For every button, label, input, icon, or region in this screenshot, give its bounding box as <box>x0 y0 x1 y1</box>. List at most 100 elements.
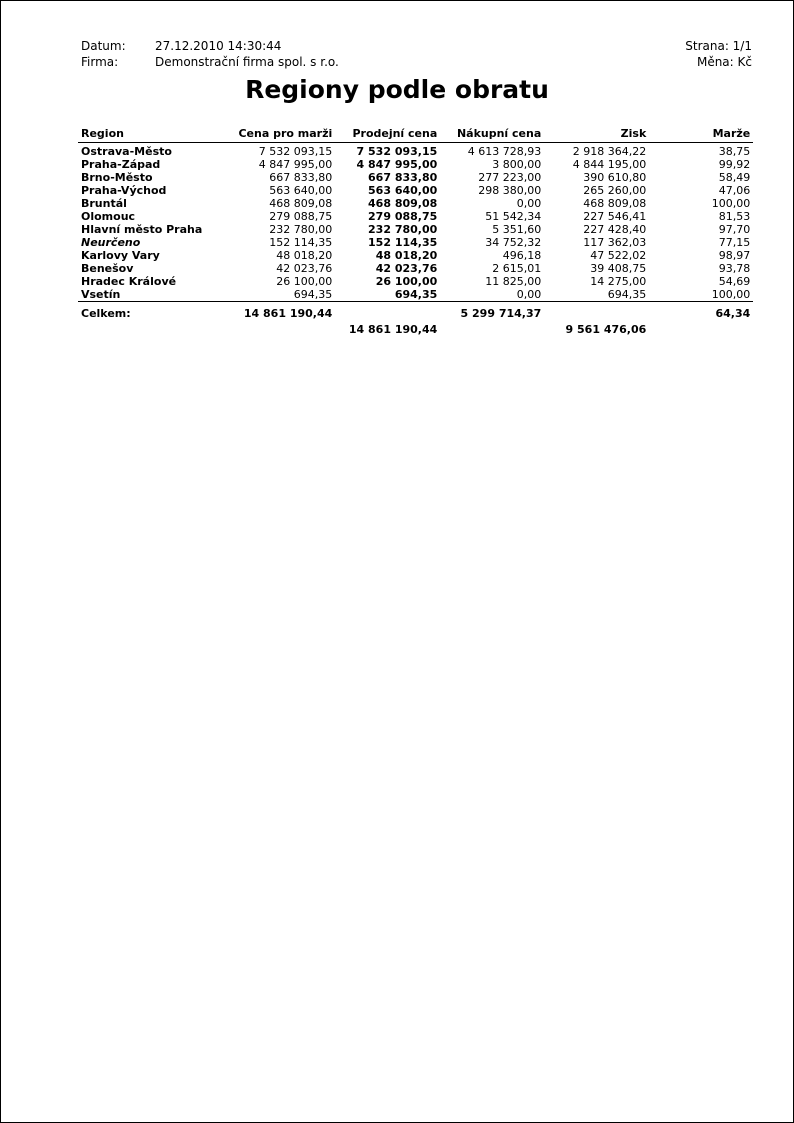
cena-pro-marzi-cell: 694,35 <box>293 288 333 301</box>
total-marze: 64,34 <box>649 301 754 320</box>
empty-cell <box>544 301 650 320</box>
cena-pro-marzi-cell: 279 088,75 <box>269 210 333 223</box>
table-row: Praha-Východ 563 640,00 563 640,00 298 380,… <box>78 184 753 197</box>
region-cell: Vsetín <box>81 288 121 301</box>
total-zisk: 9 561 476,06 <box>565 323 647 336</box>
total-label: Celkem: <box>78 301 206 320</box>
nakupni-cena-cell: 496,18 <box>502 249 542 262</box>
empty-cell <box>335 301 441 320</box>
region-cell: Neurčeno <box>81 236 141 249</box>
nakupni-cena-cell: 3 800,00 <box>492 158 542 171</box>
totals-row: Celkem: 14 861 190,44 5 299 714,37 64,34 <box>78 301 754 320</box>
region-cell: Praha-Západ <box>81 158 161 171</box>
cena-pro-marzi-cell: 468 809,08 <box>269 197 333 210</box>
region-cell: Ostrava-Město <box>81 145 172 158</box>
cena-pro-marzi-cell: 48 018,20 <box>276 249 333 262</box>
prodejni-cena-cell: 42 023,76 <box>375 262 438 275</box>
empty-cell <box>205 320 335 336</box>
region-cell: Benešov <box>81 262 134 275</box>
cena-pro-marzi-cell: 26 100,00 <box>276 275 333 288</box>
nakupni-cena-cell: 4 613 728,93 <box>467 145 542 158</box>
region-cell: Bruntál <box>81 197 127 210</box>
table-row: Hlavní město Praha 232 780,00 232 780,00 5 … <box>78 223 753 236</box>
marze-cell: 47,06 <box>718 184 751 197</box>
nakupni-cena-cell: 34 752,32 <box>485 236 542 249</box>
marze-cell: 99,92 <box>718 158 751 171</box>
empty-cell <box>78 320 205 336</box>
cena-pro-marzi-cell: 563 640,00 <box>269 184 333 197</box>
prodejni-cena-cell: 4 847 995,00 <box>356 158 438 171</box>
total-prodejni-cena: 14 861 190,44 <box>348 323 438 336</box>
marze-cell: 77,15 <box>718 236 751 249</box>
empty-cell <box>440 320 544 336</box>
table-row: Neurčeno 152 114,35 152 114,35 34 752,32 117… <box>78 236 753 249</box>
nakupni-cena-cell: 11 825,00 <box>485 275 542 288</box>
zisk-cell: 39 408,75 <box>590 262 647 275</box>
marze-cell: 54,69 <box>718 275 751 288</box>
zisk-cell: 4 844 195,00 <box>572 158 647 171</box>
cena-pro-marzi-cell: 152 114,35 <box>269 236 333 249</box>
date-label: Datum: <box>81 39 126 53</box>
cena-pro-marzi-cell: 42 023,76 <box>276 262 333 275</box>
marze-cell: 58,49 <box>718 171 751 184</box>
nakupni-cena-cell: 0,00 <box>516 197 542 210</box>
zisk-cell: 227 546,41 <box>583 210 647 223</box>
column-header: Prodejní cena <box>335 127 441 143</box>
table-row: Praha-Západ 4 847 995,00 4 847 995,00 3 800… <box>78 158 753 171</box>
page-number: Strana: 1/1 <box>685 39 752 53</box>
prodejni-cena-cell: 26 100,00 <box>375 275 438 288</box>
firm-value: Demonstrační firma spol. s r.o. <box>155 55 339 69</box>
zisk-cell: 117 362,03 <box>583 236 647 249</box>
nakupni-cena-cell: 0,00 <box>516 288 542 301</box>
zisk-cell: 694,35 <box>607 288 647 301</box>
zisk-cell: 390 610,80 <box>583 171 647 184</box>
nakupni-cena-cell: 2 615,01 <box>492 262 542 275</box>
zisk-cell: 265 260,00 <box>583 184 647 197</box>
firm-label: Firma: <box>81 55 119 69</box>
marze-cell: 100,00 <box>711 197 751 210</box>
marze-cell: 98,97 <box>718 249 751 262</box>
region-cell: Olomouc <box>81 210 136 223</box>
table-row: Ostrava-Město 7 532 093,15 7 532 093,15 4 6… <box>78 143 753 159</box>
zisk-cell: 468 809,08 <box>583 197 647 210</box>
column-header: Zisk <box>544 127 650 143</box>
region-cell: Hradec Králové <box>81 275 177 288</box>
prodejni-cena-cell: 7 532 093,15 <box>356 145 438 158</box>
table-row: Benešov 42 023,76 42 023,76 2 615,01 39 408,… <box>78 262 753 275</box>
total-nakupni-cena: 5 299 714,37 <box>440 301 545 320</box>
nakupni-cena-cell: 298 380,00 <box>478 184 542 197</box>
table-row: Bruntál 468 809,08 468 809,08 0,00 468 809,0… <box>78 197 753 210</box>
column-header: Region <box>78 127 206 143</box>
marze-cell: 100,00 <box>711 288 751 301</box>
nakupni-cena-cell: 51 542,34 <box>485 210 542 223</box>
table-row: Karlovy Vary 48 018,20 48 018,20 496,18 47 5… <box>78 249 753 262</box>
table-row: Hradec Králové 26 100,00 26 100,00 11 825,0… <box>78 275 753 288</box>
prodejni-cena-cell: 232 780,00 <box>368 223 438 236</box>
column-header: Cena pro marži <box>205 127 336 143</box>
cena-pro-marzi-cell: 667 833,80 <box>269 171 333 184</box>
total-cena-pro-marzi: 14 861 190,44 <box>205 301 336 320</box>
regions-table: Region Cena pro marži Prodejní cena Nákupní… <box>78 127 754 336</box>
marze-cell: 81,53 <box>718 210 751 223</box>
prodejni-cena-cell: 48 018,20 <box>375 249 438 262</box>
nakupni-cena-cell: 5 351,60 <box>492 223 542 236</box>
marze-cell: 93,78 <box>718 262 751 275</box>
prodejni-cena-cell: 468 809,08 <box>368 197 438 210</box>
region-cell: Brno-Město <box>81 171 153 184</box>
cena-pro-marzi-cell: 232 780,00 <box>269 223 333 236</box>
region-cell: Karlovy Vary <box>81 249 160 262</box>
zisk-cell: 227 428,40 <box>583 223 647 236</box>
empty-cell <box>649 320 753 336</box>
table-row: Olomouc 279 088,75 279 088,75 51 542,34 227 … <box>78 210 753 223</box>
region-cell: Praha-Východ <box>81 184 167 197</box>
prodejni-cena-cell: 279 088,75 <box>368 210 438 223</box>
marze-cell: 97,70 <box>718 223 751 236</box>
marze-cell: 38,75 <box>718 145 751 158</box>
currency: Měna: Kč <box>696 55 752 69</box>
column-header: Nákupní cena <box>440 127 545 143</box>
cena-pro-marzi-cell: 7 532 093,15 <box>258 145 333 158</box>
column-header: Marže <box>649 127 754 143</box>
prodejni-cena-cell: 152 114,35 <box>368 236 438 249</box>
zisk-cell: 14 275,00 <box>590 275 647 288</box>
zisk-cell: 2 918 364,22 <box>572 145 647 158</box>
